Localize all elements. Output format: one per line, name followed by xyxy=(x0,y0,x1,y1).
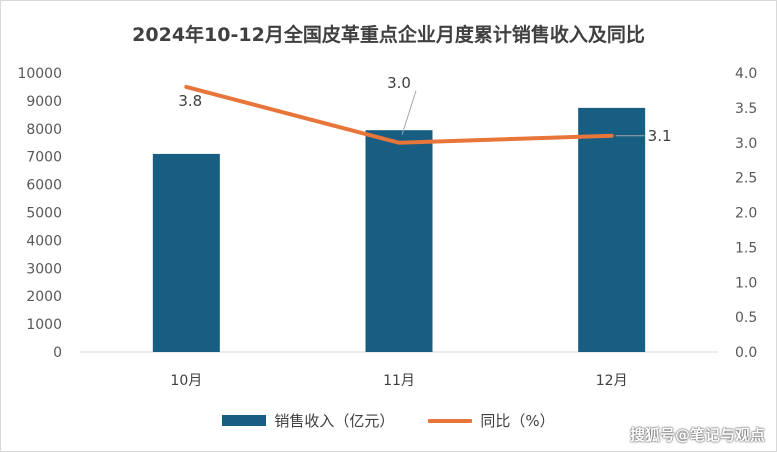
left-tick-label: 1000 xyxy=(26,317,62,333)
right-tick-label: 3.0 xyxy=(735,136,757,152)
legend-label-yoy: 同比（%） xyxy=(480,412,555,430)
yoy-line xyxy=(184,84,614,145)
bar xyxy=(578,107,646,352)
legend-bar-swatch xyxy=(222,415,267,426)
x-tick-label: 11月 xyxy=(383,373,415,389)
right-tick-label: 3.5 xyxy=(735,101,757,117)
left-tick-label: 2000 xyxy=(26,289,62,305)
right-tick-label: 4.0 xyxy=(735,66,757,82)
legend-item-sales: 销售收入（亿元） xyxy=(222,410,394,431)
left-tick-label: 10000 xyxy=(17,66,62,82)
left-axis-ticks: 0 1000 2000 3000 4000 5000 6000 7000 8000 9000 100… xyxy=(17,66,62,361)
x-tick-label: 10月 xyxy=(170,373,202,389)
right-tick-label: 2.0 xyxy=(735,206,757,222)
left-tick-label: 0 xyxy=(53,345,62,361)
left-tick-label: 3000 xyxy=(26,261,62,277)
x-axis-ticks: 10月 11月 12月 xyxy=(170,373,627,389)
watermark: 搜狐号@笔记与观点 xyxy=(629,426,765,444)
legend-label-sales: 销售收入（亿元） xyxy=(274,412,395,430)
left-tick-label: 6000 xyxy=(26,178,62,194)
line-data-label: 3.0 xyxy=(387,74,411,92)
right-axis-ticks: 0.0 0.5 1.0 1.5 2.0 2.5 3.0 3.5 4.0 xyxy=(735,66,757,361)
right-tick-label: 0.0 xyxy=(735,345,757,361)
x-tick-label: 12月 xyxy=(596,373,628,389)
line-data-labels: 3.8 3.0 3.1 xyxy=(178,74,671,145)
right-tick-label: 1.5 xyxy=(735,240,757,256)
line-series xyxy=(184,84,614,145)
bar xyxy=(365,130,433,352)
right-tick-label: 0.5 xyxy=(735,310,757,326)
bar-series xyxy=(152,107,646,352)
right-tick-label: 1.0 xyxy=(735,275,757,291)
legend: 销售收入（亿元） 同比（%） xyxy=(0,410,777,431)
left-tick-label: 9000 xyxy=(26,94,62,110)
right-tick-label: 2.5 xyxy=(735,171,757,187)
line-data-label: 3.1 xyxy=(648,127,672,145)
line-data-label: 3.8 xyxy=(178,92,202,110)
legend-item-yoy: 同比（%） xyxy=(428,410,555,431)
left-tick-label: 8000 xyxy=(26,122,62,138)
chart-title: 2024年10-12月全国皮革重点企业月度累计销售收入及同比 xyxy=(132,24,645,46)
data-label-leader xyxy=(401,90,417,135)
legend-line-swatch xyxy=(428,418,473,423)
left-tick-label: 4000 xyxy=(26,233,62,249)
left-tick-label: 7000 xyxy=(26,150,62,166)
bar xyxy=(152,153,220,352)
left-tick-label: 5000 xyxy=(26,206,62,222)
